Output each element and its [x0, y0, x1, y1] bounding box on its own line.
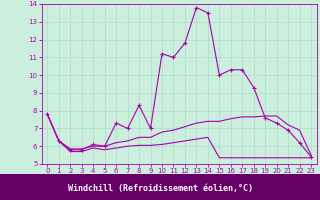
Text: Windchill (Refroidissement éolien,°C): Windchill (Refroidissement éolien,°C): [68, 184, 252, 193]
